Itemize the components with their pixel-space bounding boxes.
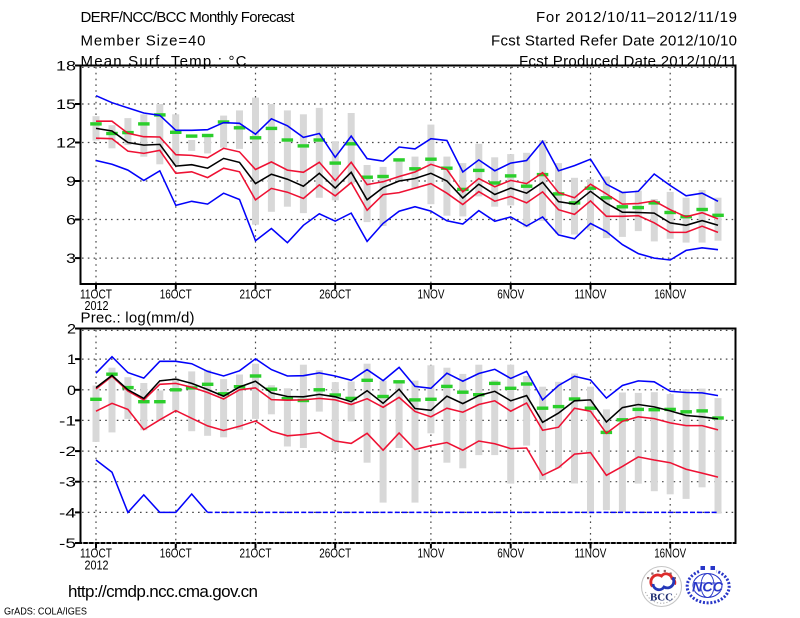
svg-text:-2: -2 <box>59 443 76 459</box>
svg-text:21OCT: 21OCT <box>240 288 272 302</box>
svg-text:6NOV: 6NOV <box>497 547 525 561</box>
svg-text:11OCT: 11OCT <box>80 288 112 302</box>
svg-text:2012: 2012 <box>85 299 109 313</box>
svg-text:1: 1 <box>67 351 76 367</box>
svg-text:11NOV: 11NOV <box>574 547 607 561</box>
svg-text:Member Size=40: Member Size=40 <box>81 33 206 50</box>
svg-text:-1: -1 <box>59 412 76 428</box>
svg-text:2: 2 <box>67 321 76 337</box>
svg-text:6: 6 <box>66 212 76 228</box>
svg-text:16NOV: 16NOV <box>654 288 687 302</box>
svg-text:15: 15 <box>56 96 76 112</box>
svg-text:DERF/NCC/BCC Monthly Forecast: DERF/NCC/BCC Monthly Forecast <box>81 9 296 26</box>
svg-text:NCC: NCC <box>692 580 723 595</box>
svg-text:http://cmdp.ncc.cma.gov.cn: http://cmdp.ncc.cma.gov.cn <box>68 582 258 601</box>
svg-text:16OCT: 16OCT <box>160 288 192 302</box>
svg-text:Mean Surf. Temp.: °C: Mean Surf. Temp.: °C <box>81 53 247 70</box>
svg-text:BCC: BCC <box>650 592 673 604</box>
svg-text:0: 0 <box>67 382 76 398</box>
svg-text:6NOV: 6NOV <box>497 288 525 302</box>
svg-text:9: 9 <box>66 173 76 189</box>
svg-text:21OCT: 21OCT <box>240 547 272 561</box>
svg-text:11OCT: 11OCT <box>80 547 112 561</box>
svg-text:-3: -3 <box>59 474 76 490</box>
svg-text:11NOV: 11NOV <box>574 288 607 302</box>
svg-text:18: 18 <box>56 58 76 74</box>
svg-text:3: 3 <box>66 250 76 266</box>
svg-text:For 2012/10/11–2012/11/19: For 2012/10/11–2012/11/19 <box>536 9 737 26</box>
svg-text:16OCT: 16OCT <box>160 547 192 561</box>
svg-text:2012: 2012 <box>85 559 109 573</box>
svg-text:26OCT: 26OCT <box>319 288 351 302</box>
svg-text:1NOV: 1NOV <box>417 288 445 302</box>
svg-text:GrADS: COLA/IGES: GrADS: COLA/IGES <box>4 606 87 618</box>
svg-text:26OCT: 26OCT <box>319 547 351 561</box>
svg-text:1NOV: 1NOV <box>417 547 445 561</box>
svg-text:12: 12 <box>56 135 76 151</box>
svg-text:-4: -4 <box>59 504 76 520</box>
svg-text:-5: -5 <box>59 535 76 551</box>
svg-text:Fcst Started Refer Date 2012/1: Fcst Started Refer Date 2012/10/10 <box>491 33 737 50</box>
svg-text:Prec.: log(mm/d): Prec.: log(mm/d) <box>81 310 195 327</box>
svg-text:16NOV: 16NOV <box>654 547 687 561</box>
svg-text:Fcst Produced Date 2012/10/11: Fcst Produced Date 2012/10/11 <box>519 53 737 70</box>
